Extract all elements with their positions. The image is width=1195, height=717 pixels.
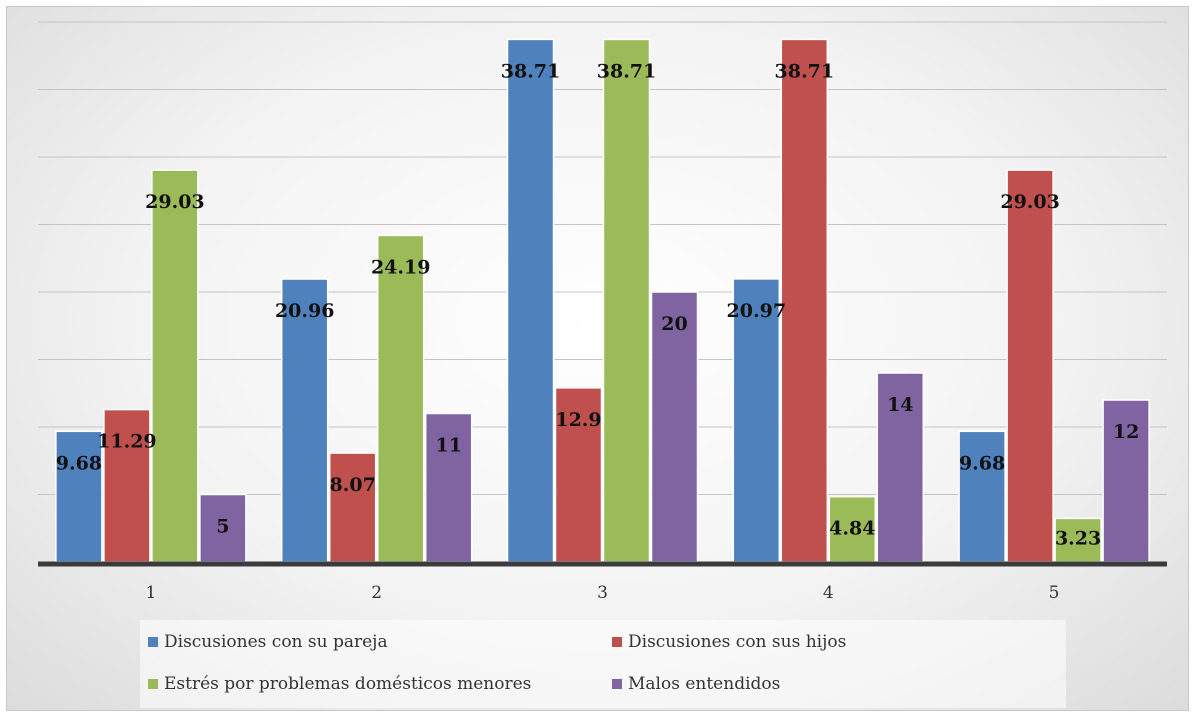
chart-area [6,6,1189,711]
data-labels: 9.6811.2929.03520.968.0724.191138.7112.9… [56,60,1140,549]
bars [55,38,1150,563]
bar [376,234,425,563]
x-tick-label: 2 [371,583,382,603]
data-label: 20 [661,313,687,335]
x-tick-label: 4 [823,583,834,603]
gridlines [38,21,1167,495]
data-label: 29.03 [145,191,205,213]
legend: Discusiones con su pareja Discusiones co… [140,620,1066,708]
data-label: 24.19 [371,256,431,278]
bar [650,291,699,563]
legend-label-pareja: Discusiones con su pareja [164,632,388,652]
data-label: 11.29 [97,431,157,453]
legend-label-malos: Malos entendidos [628,674,781,694]
bar [732,278,781,563]
legend-label-hijos: Discusiones con sus hijos [628,632,847,652]
bar [328,452,377,563]
data-label: 29.03 [1000,191,1060,213]
data-label: 9.68 [959,452,1005,474]
data-label: 5 [216,516,229,538]
data-label: 38.71 [501,60,561,82]
legend-item-pareja: Discusiones con su pareja [148,632,388,652]
data-label: 12.9 [555,409,601,431]
legend-swatch-estres [148,679,158,689]
x-tick-label: 5 [1049,583,1060,603]
data-label: 20.97 [727,300,787,322]
bar [602,38,651,563]
legend-label-estres: Estrés por problemas domésticos menores [164,674,532,694]
data-label: 14 [887,394,913,416]
data-label: 38.71 [775,60,835,82]
bar [958,430,1006,563]
legend-item-hijos: Discusiones con sus hijos [612,632,846,652]
bar [876,372,925,563]
data-label: 8.07 [330,474,376,496]
bar [280,278,329,563]
bar [199,493,247,563]
x-tick-label: 3 [597,583,608,603]
data-label: 12 [1113,421,1139,443]
bar [424,412,473,563]
x-axis: 1 2 3 4 5 [38,561,1167,603]
bar [554,387,603,563]
bar [55,430,103,563]
bar [151,169,199,563]
legend-swatch-pareja [148,637,158,647]
data-label: 11 [435,435,461,457]
data-label: 4.84 [829,518,875,540]
legend-swatch-hijos [612,637,622,647]
data-label: 20.96 [275,300,335,322]
bar [1006,169,1054,563]
legend-item-estres: Estrés por problemas domésticos menores [148,674,531,694]
legend-item-malos: Malos entendidos [612,674,780,694]
bar [506,38,555,563]
data-label: 3.23 [1055,527,1101,549]
data-label: 9.68 [56,452,102,474]
x-tick-label: 1 [145,583,156,603]
bar [780,38,829,563]
legend-swatch-malos [612,679,622,689]
data-label: 38.71 [597,60,657,82]
